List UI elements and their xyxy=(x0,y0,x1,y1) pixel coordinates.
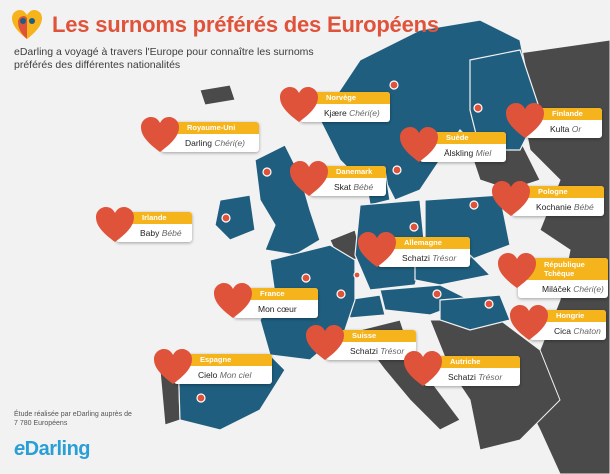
label-nickname: Schatzi Trésor xyxy=(350,346,405,356)
heart-icon xyxy=(358,232,396,267)
label-country: Danemark xyxy=(310,166,386,178)
heart-icon xyxy=(154,349,192,384)
label-country: Royaume-Uni xyxy=(161,122,259,134)
label-country: Allemagne xyxy=(378,237,470,249)
dot-copenhagen xyxy=(392,165,402,175)
label-nickname: Kulta Or xyxy=(550,124,582,134)
study-footnote: Étude réalisée par eDarling auprès de 7 … xyxy=(14,411,132,427)
label-country: République Tchèque xyxy=(518,258,608,280)
label-nickname: Cielo Mon ciel xyxy=(198,370,252,380)
ireland xyxy=(214,194,256,241)
dot-bern xyxy=(336,289,346,299)
label-nickname: Mon cœur xyxy=(258,304,297,314)
dot-budapest xyxy=(484,299,494,309)
label-nickname: Baby Bébé xyxy=(140,228,182,238)
label-country: France xyxy=(234,288,318,300)
dot-berlin xyxy=(409,222,419,232)
heart-icon xyxy=(506,103,544,138)
page-title: Les surnoms préférés des Européens xyxy=(52,12,439,37)
heart-icon xyxy=(96,207,134,242)
heart-icon xyxy=(290,161,328,196)
label-nickname: Schatzi Trésor xyxy=(402,253,457,263)
dot-dublin xyxy=(221,213,231,223)
edarling-heart-logo-icon xyxy=(10,8,44,42)
label-country: Finlande xyxy=(526,108,602,120)
iceland-area xyxy=(199,84,236,106)
dot-oslo xyxy=(389,80,399,90)
label-country: Norvège xyxy=(300,92,390,104)
label-country: Hongrie xyxy=(530,310,606,322)
dot-luxembourg xyxy=(353,271,361,279)
label-nickname: Schatzi Trésor xyxy=(448,372,503,382)
dot-helsinki xyxy=(473,103,483,113)
label-nickname: Kochanie Bébé xyxy=(536,202,594,212)
dot-vienna xyxy=(432,289,442,299)
label-nickname: Darling Chéri(e) xyxy=(185,138,246,148)
dot-london xyxy=(262,167,272,177)
heart-icon xyxy=(400,127,438,162)
heart-icon xyxy=(492,181,530,216)
label-country: Suisse xyxy=(326,330,416,342)
label-nickname: Kjære Chéri(e) xyxy=(324,108,380,118)
label-nickname: Skat Bébé xyxy=(334,182,374,192)
heart-icon xyxy=(280,87,318,122)
heart-icon xyxy=(510,305,548,340)
heart-icon xyxy=(306,325,344,360)
heart-icon xyxy=(141,117,179,152)
dot-madrid xyxy=(196,393,206,403)
label-nickname: Miláček Chéri(e) xyxy=(542,284,604,294)
label-country: Autriche xyxy=(424,356,520,368)
heart-icon xyxy=(498,253,536,288)
dot-warsaw xyxy=(469,200,479,210)
page-subtitle: eDarling a voyagé à travers l'Europe pou… xyxy=(14,46,314,71)
header: Les surnoms préférés des Européens xyxy=(10,8,439,42)
label-country: Espagne xyxy=(174,354,272,366)
heart-icon xyxy=(404,351,442,386)
label-nickname: Älskling Miel xyxy=(444,148,492,158)
heart-icon xyxy=(214,283,252,318)
edarling-logo: eDarling xyxy=(14,438,91,460)
label-country: Suède xyxy=(420,132,506,144)
label-country: Irlande xyxy=(116,212,192,224)
label-nickname: Cica Chaton xyxy=(554,326,601,336)
dot-paris xyxy=(301,273,311,283)
label-country: Pologne xyxy=(512,186,604,198)
